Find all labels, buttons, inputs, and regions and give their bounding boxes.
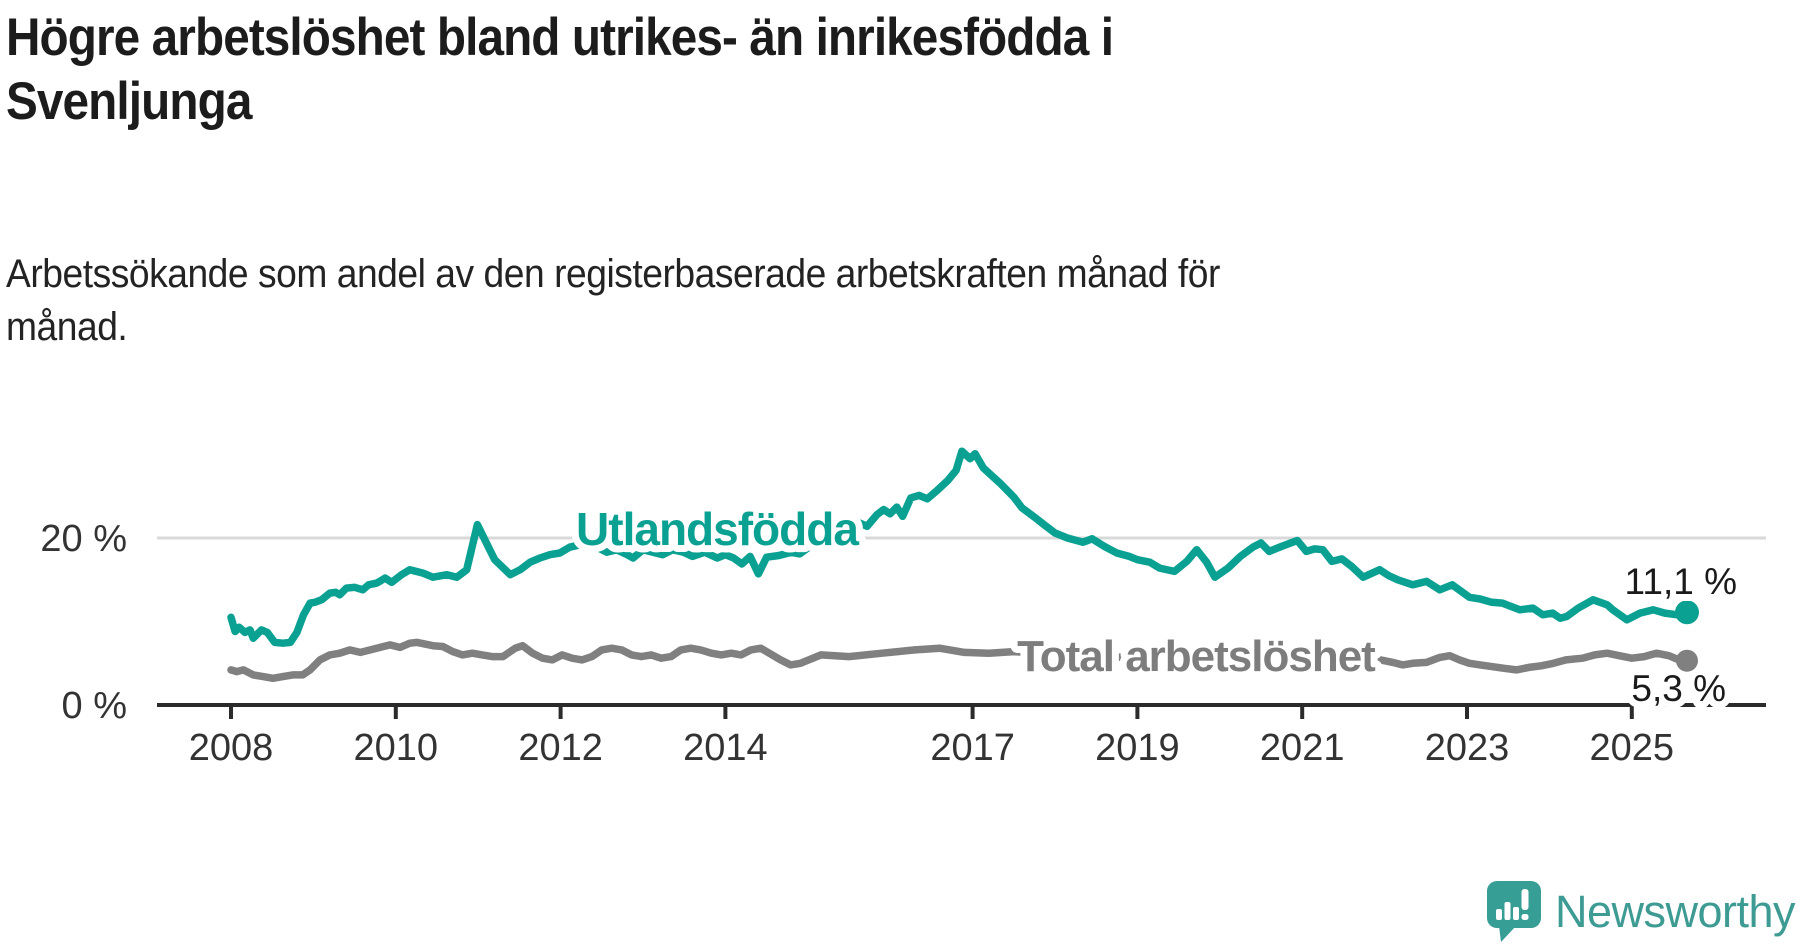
newsworthy-branding: Newsworthy [1486, 880, 1796, 943]
x-tick-label-2012: 2012 [518, 727, 603, 769]
end-value-label-utlandsfodda: 11,1 % [1625, 561, 1737, 602]
subtitle-line-2: månad. [6, 305, 128, 349]
series-label-utlandsfodda: Utlandsfödda [576, 503, 859, 555]
series-line-utlandsfodda [227, 447, 1691, 647]
y-tick-label-20: 20 % [40, 518, 127, 560]
end-dot-utlandsfodda [1675, 600, 1699, 625]
x-tick-label-2010: 2010 [354, 727, 439, 769]
series-line-total-arbetsloshet [227, 638, 1691, 683]
end-dot-total-arbetsloshet [1676, 649, 1698, 672]
x-tick-label-2008: 2008 [189, 727, 274, 769]
series-lines [227, 447, 1691, 683]
x-tick-label-2021: 2021 [1260, 727, 1345, 769]
newsworthy-wordmark: Newsworthy [1555, 885, 1796, 937]
x-axis-ticks [229, 705, 1634, 719]
x-axis-labels: 2008 2010 2012 2014 2017 2019 2021 2023 2025 [189, 727, 1674, 769]
x-tick-label-2019: 2019 [1095, 727, 1180, 769]
title-line-1: Högre arbetslöshet bland utrikes- än inr… [6, 8, 1114, 67]
x-tick-label-2014: 2014 [683, 727, 768, 769]
newsworthy-logo-icon [1487, 881, 1541, 942]
series-label-total-arbetsloshet: Total arbetslöshet [1017, 632, 1376, 681]
series-end-dots [1675, 600, 1699, 672]
x-tick-label-2025: 2025 [1590, 727, 1675, 769]
x-tick-label-2017: 2017 [930, 727, 1015, 769]
page-title: Högre arbetslöshet bland utrikes- än inr… [6, 6, 1114, 134]
x-tick-label-2023: 2023 [1425, 727, 1510, 769]
title-line-2: Svenljunga [6, 72, 252, 131]
y-tick-label-0: 0 % [62, 685, 127, 727]
end-value-label-total: 5,3 % [1631, 668, 1726, 709]
chart-subtitle: Arbetssökande som andel av den registerb… [6, 248, 1220, 354]
subtitle-line-1: Arbetssökande som andel av den registerb… [6, 252, 1220, 296]
